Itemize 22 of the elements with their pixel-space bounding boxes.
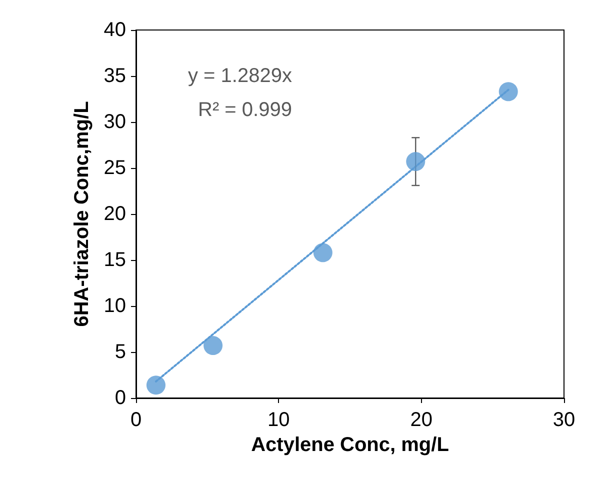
y-tick-label: 30	[104, 111, 126, 133]
y-tick-label: 20	[104, 203, 126, 225]
point	[146, 376, 166, 395]
x-tick-label: 30	[552, 409, 576, 431]
x-tick-label: 10	[268, 409, 290, 431]
point	[204, 336, 223, 356]
y-tick-label: 5	[114, 341, 126, 363]
y-tick-label: 0	[114, 387, 126, 409]
y-tick-label: 15	[104, 249, 126, 271]
point	[313, 243, 332, 262]
annotation: y = 1.2829x	[188, 65, 292, 87]
x-axis-title: Actylene Conc, mg/L	[251, 434, 449, 456]
y-tick-label: 35	[104, 65, 126, 87]
point	[498, 82, 518, 102]
y-tick-label: 10	[104, 295, 126, 317]
y-axis-title: 6HA-triazole Conc,mg/L	[71, 101, 93, 327]
y-tick-label: 40	[104, 19, 126, 41]
annotation: R² = 0.999	[198, 99, 292, 121]
x-tick-label: 0	[130, 409, 142, 431]
x-tick-label: 20	[410, 409, 432, 431]
y-tick-label: 25	[104, 157, 126, 179]
point	[406, 152, 426, 172]
